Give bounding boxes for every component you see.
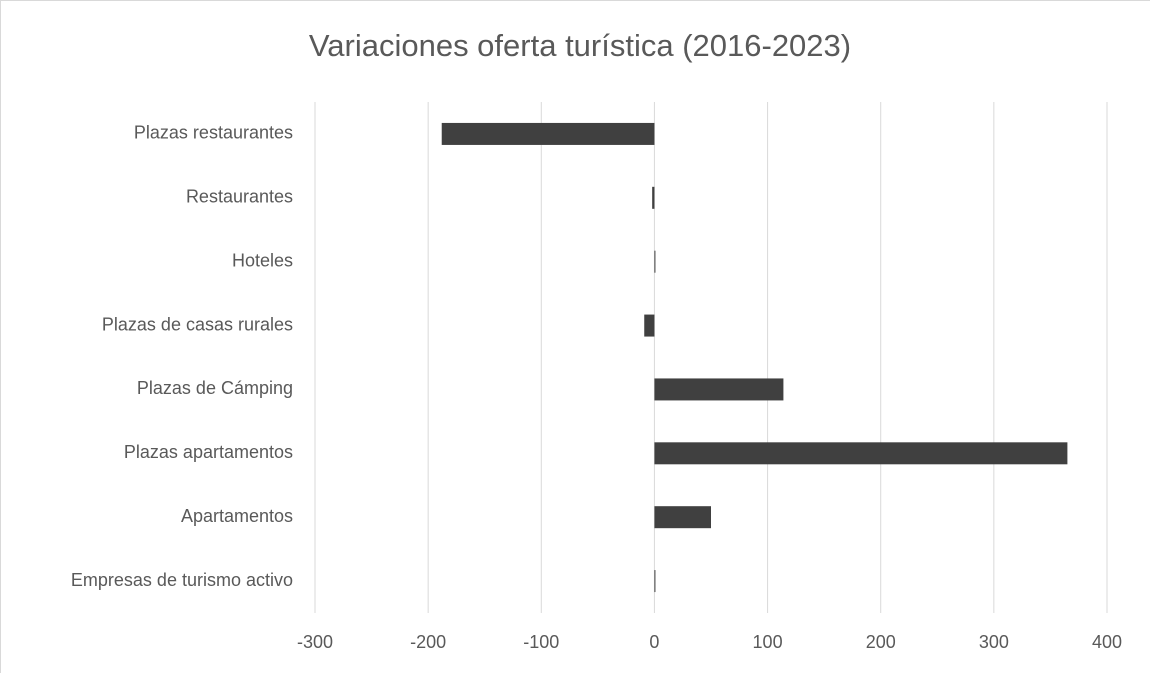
- bar: [644, 314, 655, 337]
- x-tick-label: 0: [649, 632, 659, 652]
- bar: [654, 250, 656, 273]
- x-tick-label: -200: [410, 632, 446, 652]
- y-tick-label: Restaurantes: [186, 187, 293, 207]
- x-tick-label: -300: [297, 632, 333, 652]
- bar: [652, 186, 655, 209]
- bar: [654, 442, 1068, 465]
- y-tick-label: Apartamentos: [181, 506, 293, 526]
- y-tick-label: Hoteles: [232, 250, 293, 270]
- y-tick-label: Empresas de turismo activo: [71, 570, 293, 590]
- bar: [654, 506, 711, 529]
- y-tick-label: Plazas de Cámping: [137, 378, 293, 398]
- y-tick-label: Plazas de casas rurales: [102, 314, 293, 334]
- x-tick-label: 200: [866, 632, 896, 652]
- bar: [654, 570, 656, 593]
- bar: [441, 122, 655, 145]
- x-tick-label: 400: [1092, 632, 1122, 652]
- x-tick-label: -100: [523, 632, 559, 652]
- x-tick-label: 300: [979, 632, 1009, 652]
- y-tick-label: Plazas apartamentos: [124, 442, 293, 462]
- x-tick-label: 100: [753, 632, 783, 652]
- chart-title: Variaciones oferta turística (2016-2023): [309, 28, 851, 63]
- y-tick-label: Plazas restaurantes: [134, 123, 293, 143]
- bar: [654, 378, 784, 401]
